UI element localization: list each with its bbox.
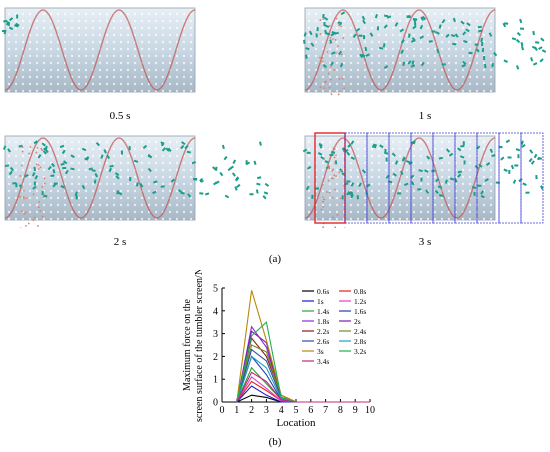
helix-blade: [304, 9, 496, 91]
sim-panel-0-5s: 0.5 s: [0, 0, 275, 125]
x-axis-label: Location: [276, 417, 316, 429]
y-tick-label: 2: [213, 352, 218, 363]
legend-label: 2.4s: [354, 327, 366, 336]
y-tick-label: 1: [213, 375, 218, 386]
legend-label: 0.6s: [317, 287, 329, 296]
legend-label: 3s: [317, 347, 324, 356]
panel-caption: 2 s: [113, 236, 127, 248]
legend-label: 2.6s: [317, 337, 329, 346]
helix-blade: [304, 137, 496, 219]
helix-blade: [4, 9, 196, 91]
tumbler-screen-image: [1, 7, 196, 93]
sim-panel-1s: 1 s: [290, 0, 550, 125]
panel-caption: 3 s: [418, 236, 432, 248]
series-line-1.8s: [236, 325, 370, 403]
x-tick-label: 9: [353, 405, 358, 416]
tumbler-screen-image: [303, 7, 547, 96]
legend-label: 0.8s: [354, 287, 366, 296]
y-axis-label: Maximum force on the: [182, 298, 193, 390]
legend-label: 2.2s: [317, 327, 329, 336]
y-tick-label: 5: [213, 284, 218, 295]
y-tick-label: 0: [213, 398, 218, 409]
panel-caption: 1 s: [418, 110, 432, 122]
figure-label-a: (a): [268, 253, 282, 265]
y-axis-label: screen surface of the tumbler screen/N: [194, 270, 205, 422]
legend: 0.6s 0.8s 1s 1.2s 1.4s 1.6s 1.8s 2s 2.2s 2.4s 2.6s…: [302, 287, 366, 366]
x-tick-label: 3: [264, 405, 269, 416]
legend-label: 1.8s: [317, 317, 329, 326]
x-tick-label: 8: [338, 405, 343, 416]
x-tick-label: 4: [279, 405, 284, 416]
series-line-2s: [236, 330, 370, 403]
series-line-0.8s: [236, 380, 370, 403]
series-line-0.6s: [236, 394, 370, 403]
x-tick-label: 0: [220, 405, 225, 416]
figure-label-b: (b): [268, 436, 282, 448]
y-tick-label: 3: [213, 329, 218, 340]
x-tick-label: 5: [294, 405, 299, 416]
x-tick-label: 7: [323, 405, 328, 416]
x-tick-label: 2: [249, 405, 254, 416]
x-tick-label: 6: [308, 405, 313, 416]
legend-label: 3.4s: [317, 357, 329, 366]
series-line-1s: [236, 385, 370, 403]
legend-label: 1.4s: [317, 307, 329, 316]
sim-panel-2s: 2 s: [0, 128, 275, 253]
panel-caption: 0.5 s: [109, 110, 131, 122]
legend-label: 1s: [317, 297, 324, 306]
legend-label: 2.8s: [354, 337, 366, 346]
legend-label: 1.2s: [354, 297, 366, 306]
series-line-1.6s: [236, 355, 370, 403]
x-tick-label: 10: [365, 405, 375, 416]
sim-panel-3s: 3 s: [290, 128, 550, 253]
legend-label: 2s: [354, 317, 361, 326]
series-line-3.4s: [236, 371, 370, 403]
tumbler-screen-image: [302, 132, 544, 228]
x-tick-label: 1: [234, 405, 239, 416]
zone-box: [520, 132, 544, 224]
legend-label: 1.6s: [354, 307, 366, 316]
helix-blade: [4, 137, 196, 219]
y-tick-label: 4: [213, 306, 218, 317]
tumbler-screen-image: [2, 135, 270, 228]
legend-label: 3.2s: [354, 347, 366, 356]
